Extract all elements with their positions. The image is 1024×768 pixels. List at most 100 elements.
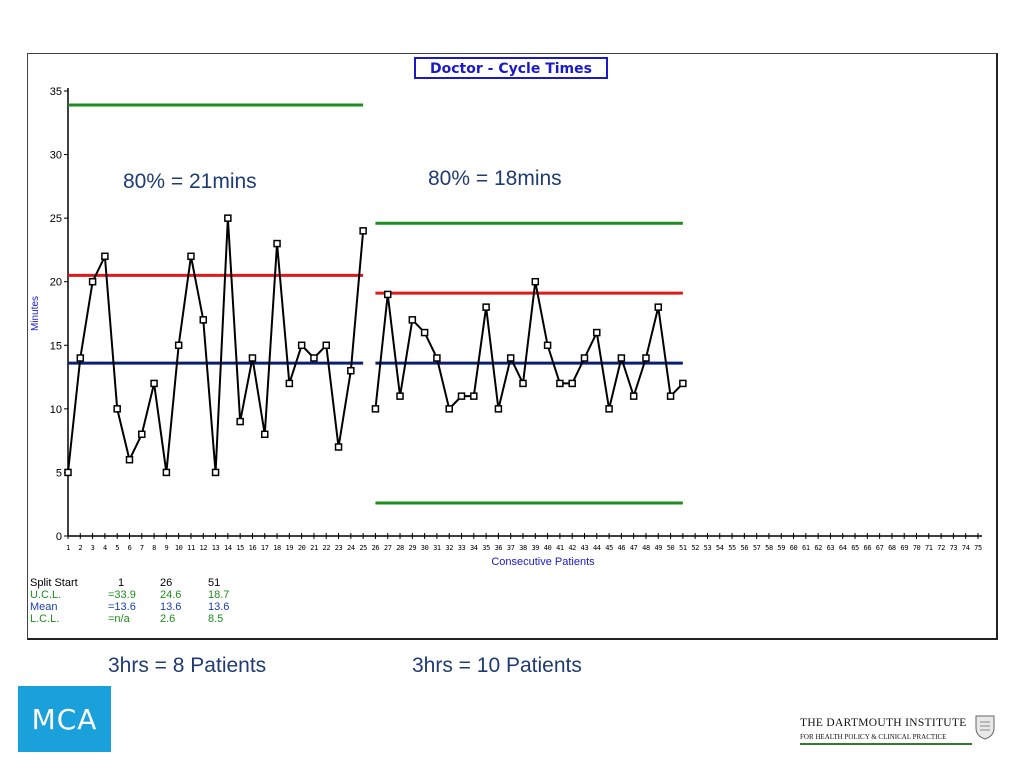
x-tick-label: 6 (128, 544, 132, 552)
annotation-80pct-left: 80% = 21mins (123, 170, 257, 193)
data-point (322, 341, 330, 350)
split-table-cell: 13.6 (208, 601, 229, 613)
x-tick-label: 25 (359, 544, 367, 552)
x-tick-label: 35 (482, 544, 490, 552)
annotation-patients-left: 3hrs = 8 Patients (108, 654, 267, 677)
chart-title-box (414, 57, 608, 79)
x-tick-label: 8 (152, 544, 156, 552)
split-table-row-label: Mean (30, 601, 58, 613)
data-point (556, 379, 564, 388)
data-point (605, 405, 613, 413)
split-table-cell: 18.7 (208, 589, 229, 601)
dartmouth-seal-icon (975, 715, 995, 740)
x-tick-label: 26 (372, 544, 380, 552)
dartmouth-institute-logo: THE DARTMOUTH INSTITUTE FOR HEALTH POLIC… (800, 714, 1000, 750)
y-tick-label: 0 (56, 531, 62, 543)
y-tick-label: 10 (50, 404, 62, 416)
x-tick-label: 30 (421, 544, 429, 552)
x-tick-label: 69 (900, 544, 908, 552)
x-tick-label: 28 (396, 544, 404, 552)
x-tick-label: 57 (753, 544, 761, 552)
x-tick-label: 11 (187, 544, 195, 552)
y-tick-label: 30 (50, 150, 62, 162)
data-point (371, 405, 380, 413)
x-tick-label: 48 (642, 544, 650, 552)
data-point (519, 379, 527, 388)
y-tick-label: 15 (50, 340, 62, 352)
x-tick-label: 9 (164, 544, 168, 552)
data-point (64, 468, 72, 477)
split-table-cell: 24.6 (160, 589, 181, 601)
x-tick-label: 39 (531, 544, 539, 552)
split-table-row-label: L.C.L. (30, 613, 59, 625)
x-tick-label: 55 (728, 544, 736, 552)
data-point (76, 354, 85, 362)
control-chart: Doctor - Cycle Times05101520253035Minute… (30, 57, 982, 625)
x-tick-label: 15 (236, 544, 244, 552)
x-tick-label: 20 (298, 544, 306, 552)
data-point (543, 341, 552, 350)
y-tick-label: 20 (50, 277, 62, 289)
chart-title: Doctor - Cycle Times (430, 61, 592, 77)
x-tick-label: 41 (556, 544, 564, 552)
x-tick-label: 44 (593, 544, 601, 552)
x-tick-label: 32 (445, 544, 453, 552)
data-point (470, 392, 478, 400)
split-table-cell: =n/a (108, 613, 131, 625)
x-tick-label: 5 (115, 544, 119, 552)
x-tick-label: 19 (286, 544, 294, 552)
data-point (101, 252, 109, 261)
data-point (261, 430, 269, 439)
data-point (506, 354, 515, 362)
x-tick-label: 66 (864, 544, 872, 552)
data-point (629, 392, 638, 400)
data-point (383, 290, 392, 299)
data-point (642, 354, 650, 362)
x-tick-label: 13 (212, 544, 220, 552)
x-tick-label: 64 (839, 544, 847, 552)
data-point (125, 455, 134, 464)
x-tick-label: 16 (249, 544, 257, 552)
x-tick-label: 21 (310, 544, 318, 552)
x-tick-label: 49 (654, 544, 662, 552)
data-point (187, 252, 195, 261)
data-point (199, 316, 208, 324)
data-point (580, 354, 589, 362)
data-point (482, 303, 490, 311)
x-tick-label: 36 (495, 544, 503, 552)
data-point (408, 316, 417, 324)
split-table-cell: 8.5 (208, 613, 223, 625)
x-tick-label: 62 (814, 544, 822, 552)
x-tick-label: 10 (175, 544, 183, 552)
data-point (285, 379, 294, 388)
x-tick-label: 63 (827, 544, 835, 552)
x-tick-label: 71 (925, 544, 933, 552)
x-tick-label: 34 (470, 544, 478, 552)
y-tick-label: 35 (50, 86, 62, 98)
x-tick-label: 42 (568, 544, 576, 552)
x-tick-label: 33 (458, 544, 466, 552)
x-tick-label: 14 (224, 544, 232, 552)
x-tick-label: 12 (199, 544, 207, 552)
split-table-header: 51 (208, 577, 220, 589)
split-table-header: 26 (160, 577, 172, 589)
data-point (273, 239, 281, 248)
annotation-80pct-right: 80% = 18mins (428, 167, 562, 190)
x-tick-label: 4 (103, 544, 107, 552)
x-tick-label: 46 (618, 544, 626, 552)
data-point (347, 366, 355, 375)
x-tick-label: 56 (741, 544, 749, 552)
mca-logo-text: MCA (31, 702, 98, 736)
institute-rule (800, 743, 972, 745)
data-point (617, 354, 626, 362)
x-tick-label: 72 (937, 544, 945, 552)
x-tick-label: 67 (876, 544, 884, 552)
x-tick-label: 24 (347, 544, 355, 552)
x-tick-label: 40 (544, 544, 552, 552)
split-table-cell: =13.6 (108, 601, 136, 613)
x-tick-label: 58 (765, 544, 773, 552)
data-point (396, 392, 404, 400)
x-tick-label: 45 (605, 544, 613, 552)
data-point (334, 443, 343, 451)
data-point (593, 328, 601, 337)
